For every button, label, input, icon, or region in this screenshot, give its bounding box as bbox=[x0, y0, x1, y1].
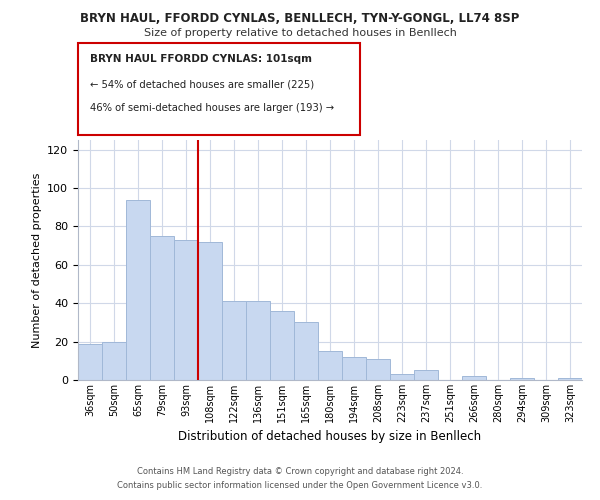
Bar bbox=[78, 344, 102, 380]
X-axis label: Distribution of detached houses by size in Benllech: Distribution of detached houses by size … bbox=[178, 430, 482, 444]
Text: Contains HM Land Registry data © Crown copyright and database right 2024.: Contains HM Land Registry data © Crown c… bbox=[137, 467, 463, 476]
Text: Contains public sector information licensed under the Open Government Licence v3: Contains public sector information licen… bbox=[118, 481, 482, 490]
Text: BRYN HAUL FFORDD CYNLAS: 101sqm: BRYN HAUL FFORDD CYNLAS: 101sqm bbox=[90, 54, 312, 64]
Bar bbox=[366, 359, 390, 380]
Bar bbox=[558, 378, 582, 380]
Bar bbox=[222, 302, 246, 380]
Y-axis label: Number of detached properties: Number of detached properties bbox=[32, 172, 41, 348]
Text: 46% of semi-detached houses are larger (193) →: 46% of semi-detached houses are larger (… bbox=[90, 102, 334, 113]
Bar bbox=[174, 240, 198, 380]
Text: ← 54% of detached houses are smaller (225): ← 54% of detached houses are smaller (22… bbox=[90, 79, 314, 89]
Bar bbox=[270, 311, 294, 380]
Bar bbox=[102, 342, 126, 380]
Bar bbox=[126, 200, 150, 380]
Bar bbox=[390, 374, 414, 380]
Text: Size of property relative to detached houses in Benllech: Size of property relative to detached ho… bbox=[143, 28, 457, 38]
Bar bbox=[414, 370, 438, 380]
Bar bbox=[150, 236, 174, 380]
Bar bbox=[318, 351, 342, 380]
Bar bbox=[246, 302, 270, 380]
Text: BRYN HAUL, FFORDD CYNLAS, BENLLECH, TYN-Y-GONGL, LL74 8SP: BRYN HAUL, FFORDD CYNLAS, BENLLECH, TYN-… bbox=[80, 12, 520, 26]
Bar bbox=[510, 378, 534, 380]
Bar bbox=[198, 242, 222, 380]
Bar bbox=[462, 376, 486, 380]
Bar bbox=[342, 357, 366, 380]
Bar bbox=[294, 322, 318, 380]
